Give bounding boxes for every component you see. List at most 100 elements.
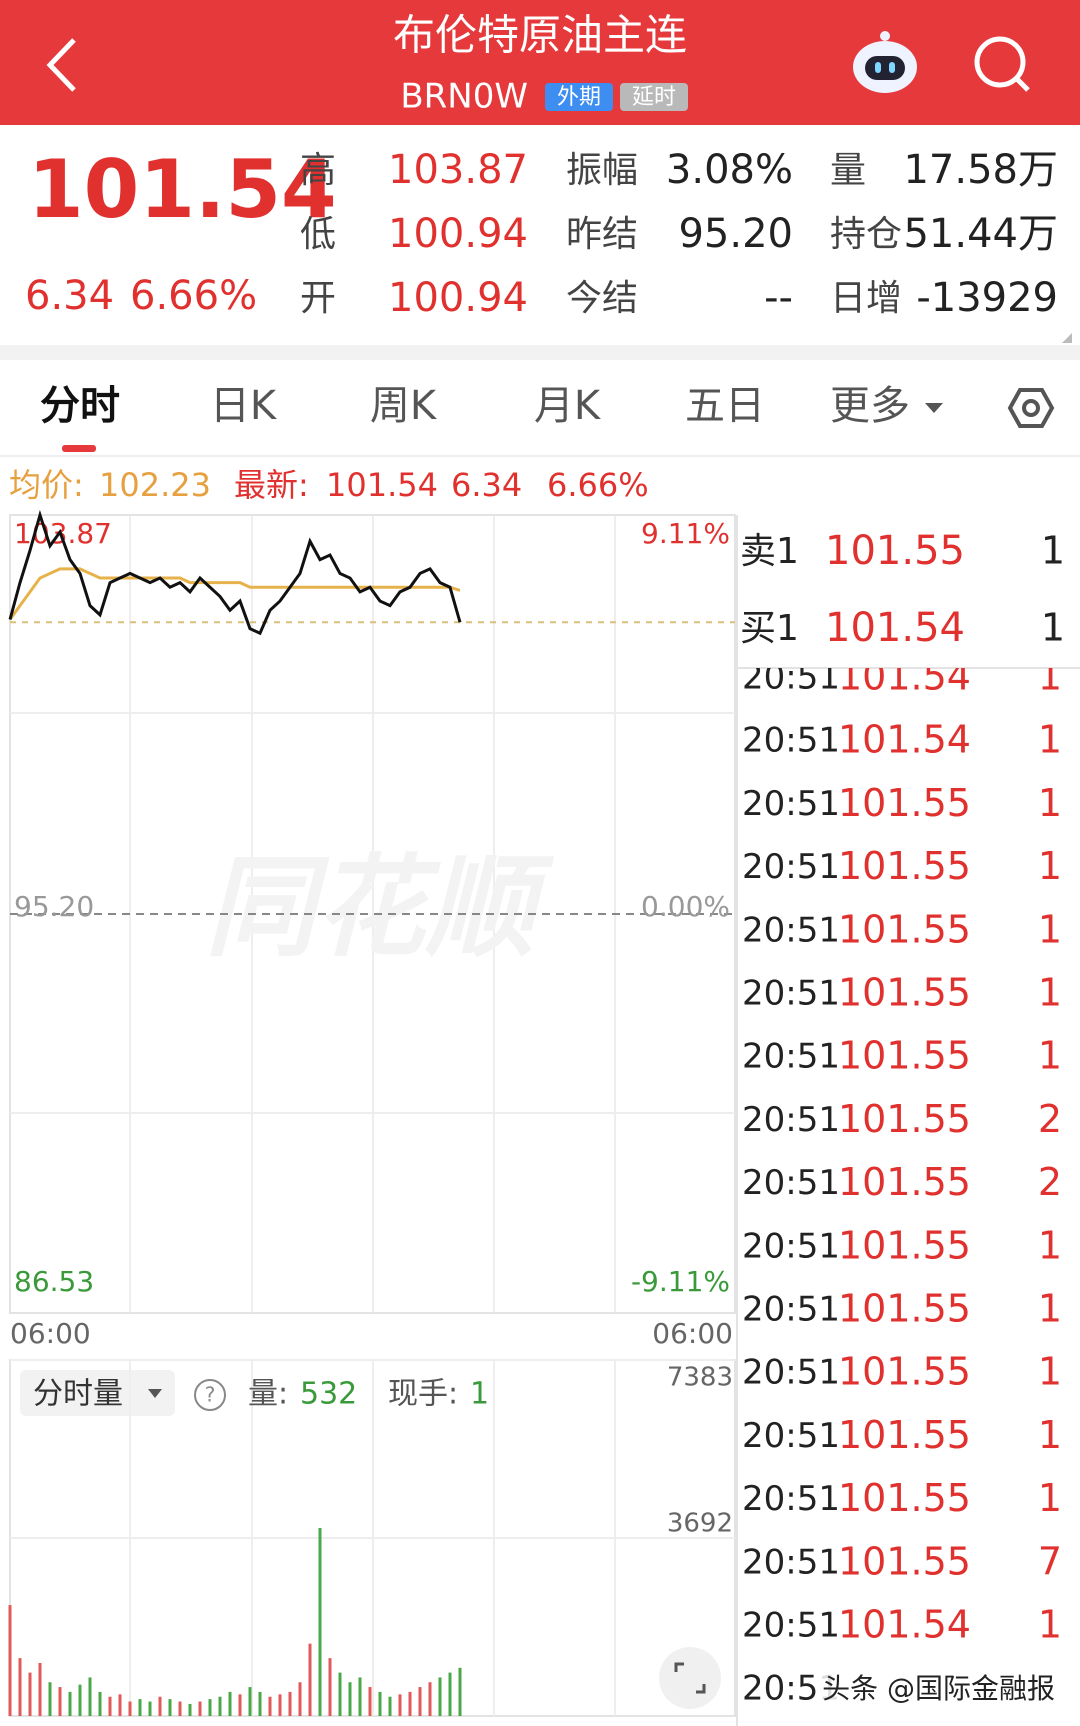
dropdown-arrow [148, 1389, 162, 1398]
volume-bar [168, 1699, 172, 1716]
volume-bar [118, 1694, 122, 1716]
volume-bar [148, 1701, 152, 1716]
separator [0, 345, 1080, 360]
tick-time: 20:51 [742, 974, 840, 1014]
more-arrow [925, 403, 943, 413]
tab[interactable]: 更多 [830, 383, 910, 429]
y-tick-label: 86.53 [14, 1265, 94, 1298]
volume-bar [68, 1691, 72, 1716]
assistant-icon[interactable] [853, 31, 917, 93]
volume-tick-label: 3692 [667, 1508, 733, 1538]
volume-bar [258, 1691, 262, 1716]
field-value: 3.08% [666, 147, 793, 193]
tick-time: 20:51 [742, 1163, 840, 1203]
volume-bar [348, 1682, 352, 1716]
tick-time: 20:51 [742, 784, 840, 824]
tick-time: 20:51 [742, 721, 840, 761]
tick-volume: 1 [1038, 907, 1062, 951]
tab[interactable]: 日K [210, 383, 278, 429]
field-label: 持仓 [830, 214, 902, 255]
volume-bar [208, 1699, 212, 1716]
quote-price: 101.55 [825, 528, 965, 574]
volume-selector: 分时量 [33, 1377, 123, 1412]
search-button[interactable] [974, 36, 1030, 92]
field-label: 振幅 [566, 150, 638, 191]
watermark: 同花顺 [205, 843, 555, 971]
volume-tick-label: 7383 [667, 1363, 733, 1393]
tick-time: 20:51 [742, 658, 840, 698]
tick-volume: 1 [1038, 1603, 1062, 1647]
badge: 外期 [557, 85, 601, 110]
tick-volume: 1 [1038, 1350, 1062, 1394]
volume-bar [138, 1699, 142, 1716]
fullscreen-button[interactable] [659, 1647, 721, 1709]
pct-tick-label: 9.11% [641, 517, 730, 550]
volume-bar [278, 1694, 282, 1716]
tick-price: 101.55 [838, 1034, 971, 1078]
tick-price: 101.55 [838, 1097, 971, 1141]
hand-label: 现手: [388, 1377, 458, 1412]
field-label: 高 [300, 150, 336, 191]
title: 布伦特原油主连 [393, 11, 687, 60]
tab[interactable]: 分时 [40, 383, 120, 429]
volume-bar [378, 1691, 382, 1716]
volume-bar [398, 1694, 402, 1716]
pct-tick-label: 0.00% [641, 890, 730, 923]
tick-time: 20:51 [742, 1479, 840, 1519]
pct-tick-label: -9.11% [631, 1265, 730, 1298]
tick-price: 101.54 [838, 1603, 971, 1647]
field-value: 100.94 [388, 275, 528, 321]
volume-bar [458, 1667, 462, 1716]
volume-value: 532 [300, 1377, 357, 1412]
tab[interactable]: 五日 [685, 383, 765, 429]
hand-value: 1 [470, 1377, 489, 1412]
volume-bar [268, 1696, 272, 1716]
watermark-bg [822, 1668, 1072, 1712]
volume-bar [248, 1687, 252, 1716]
fullscreen-glyph [674, 1662, 684, 1672]
volume-bar [108, 1696, 112, 1716]
tick-volume: 1 [1038, 655, 1062, 699]
tick-time: 20:51 [742, 910, 840, 950]
tab[interactable]: 月K [534, 383, 602, 429]
tick-price: 101.55 [838, 1350, 971, 1394]
settings-button[interactable] [1007, 388, 1055, 428]
tick-price: 101.54 [838, 655, 971, 699]
back-button[interactable] [46, 38, 76, 92]
time-label: 06:00 [10, 1317, 91, 1350]
tick-price: 101.55 [838, 907, 971, 951]
volume-bar [388, 1696, 392, 1716]
footer-watermark: 头条 @国际金融报 [822, 1672, 1055, 1705]
volume-bar [8, 1605, 12, 1716]
avg-value: 102.23 [99, 466, 211, 504]
tick-time: 20:51 [742, 1606, 840, 1646]
latest-pct: 6.66% [547, 466, 649, 504]
volume-selector-bg[interactable] [20, 1370, 175, 1416]
quote-volume: 1 [1041, 529, 1065, 573]
volume-bar [428, 1682, 432, 1716]
code: BRN0W [400, 77, 528, 117]
tab[interactable]: 周K [370, 383, 438, 429]
time-label: 06:00 [652, 1317, 733, 1350]
volume-bar [238, 1694, 242, 1716]
latest-label: 最新: [234, 466, 309, 504]
help-icon[interactable] [194, 1379, 226, 1411]
tab-indicator [62, 445, 96, 452]
tick-price: 101.55 [838, 1223, 971, 1267]
tick-time: 20:51 [742, 1226, 840, 1266]
field-value: -13929 [916, 275, 1058, 321]
tick-volume: 2 [1038, 1097, 1062, 1141]
volume-bar [438, 1677, 442, 1716]
tick-volume: 1 [1038, 971, 1062, 1015]
avg-line [8, 567, 461, 621]
quote-price: 101.54 [825, 605, 965, 651]
tick-volume: 7 [1038, 1539, 1062, 1583]
latest-value: 101.54 [326, 466, 438, 504]
volume-bar [198, 1701, 202, 1716]
badge-bg [545, 83, 613, 111]
volume-bar [358, 1677, 362, 1716]
field-value: 51.44万 [903, 211, 1058, 257]
field-label: 量 [830, 150, 866, 191]
tick-volume: 1 [1038, 1034, 1062, 1078]
tick-price: 101.55 [838, 1160, 971, 1204]
